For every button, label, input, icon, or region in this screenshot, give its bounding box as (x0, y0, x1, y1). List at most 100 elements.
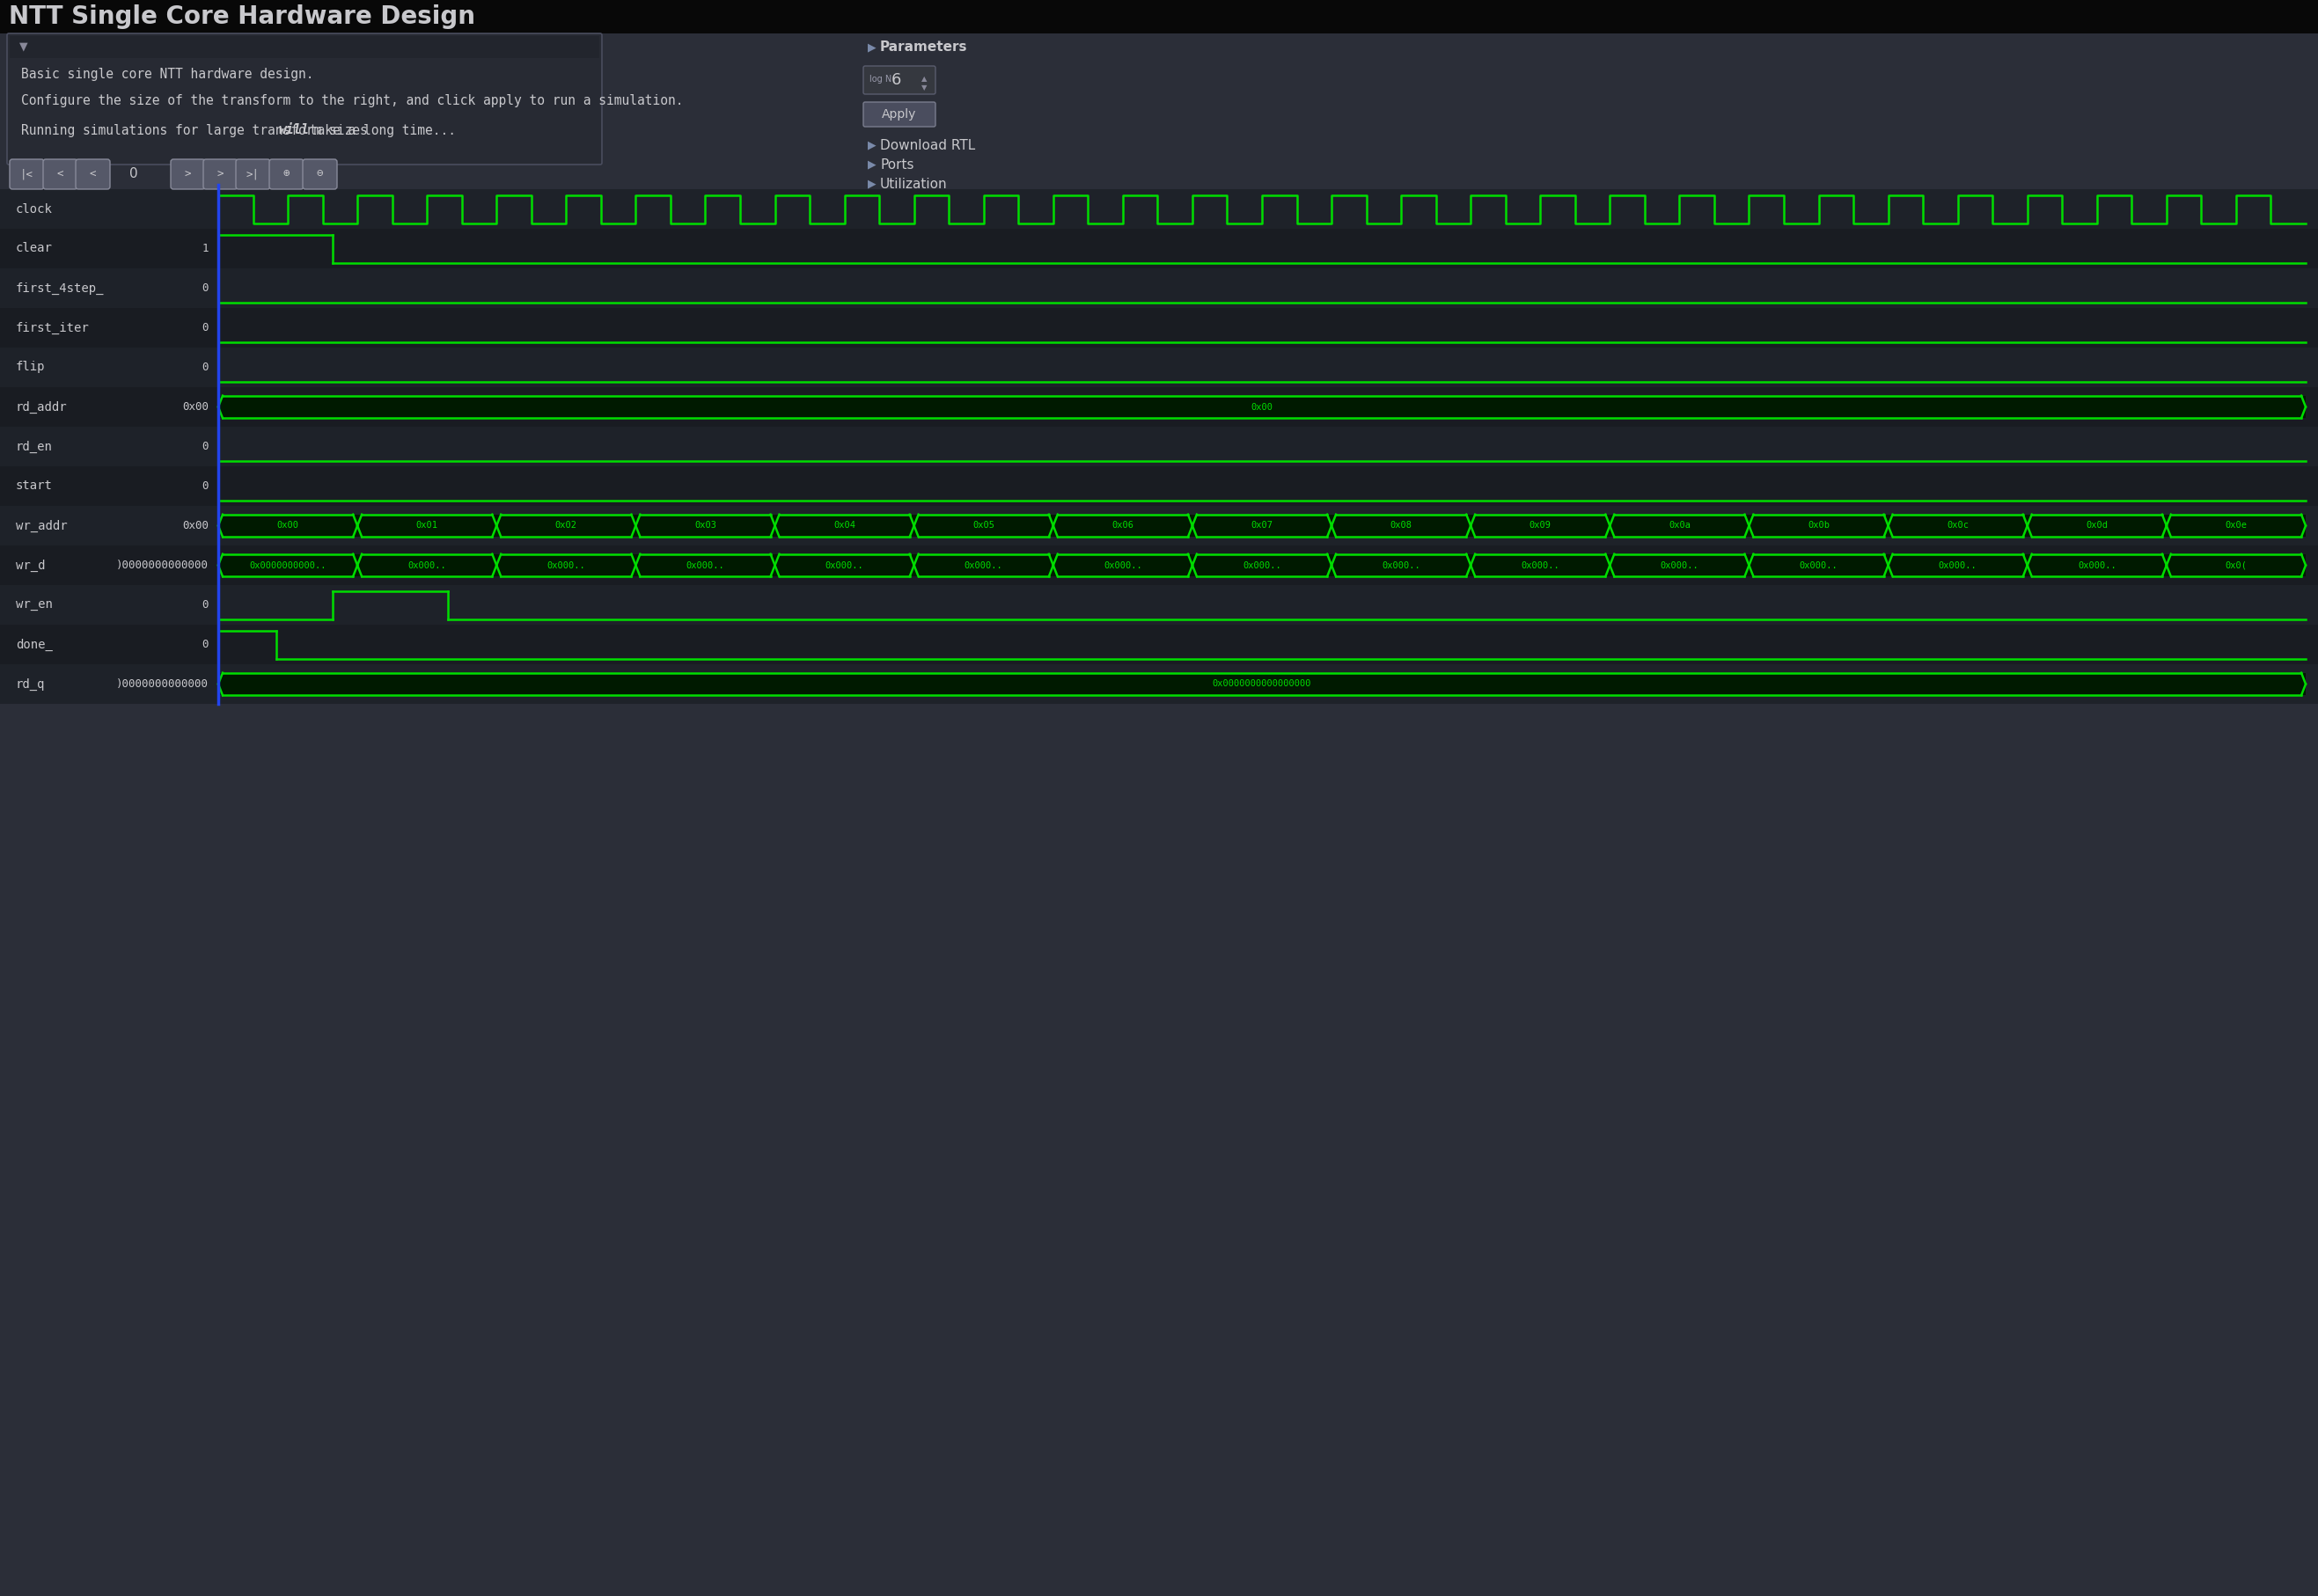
Bar (218, 396, 2306, 418)
Bar (0, 348, 2318, 388)
Text: rd_en: rd_en (16, 440, 53, 453)
FancyBboxPatch shape (172, 160, 204, 190)
Text: Running simulations for large transform sizes: Running simulations for large transform … (21, 123, 376, 137)
Text: take a long time...: take a long time... (301, 123, 457, 137)
Bar (1611, 554, 1750, 576)
Text: ▼: ▼ (19, 41, 28, 53)
Text: wr_addr: wr_addr (16, 519, 67, 531)
Bar (2028, 554, 2167, 576)
Bar (1052, 554, 1191, 576)
Bar (0, 546, 2318, 586)
Text: 0x05: 0x05 (974, 522, 994, 530)
Text: ⊕: ⊕ (283, 169, 290, 180)
Bar (635, 554, 774, 576)
Text: wr_en: wr_en (16, 598, 53, 611)
Text: 0x000..: 0x000.. (1242, 560, 1282, 570)
Bar (218, 554, 357, 576)
Text: 0x000..: 0x000.. (1660, 560, 1699, 570)
Text: 0x00: 0x00 (1252, 402, 1273, 412)
Bar (0, 228, 2318, 268)
Text: 0x000..: 0x000.. (1799, 560, 1838, 570)
Text: 0x0c: 0x0c (1947, 522, 1968, 530)
Text: 0x0e: 0x0e (2225, 522, 2246, 530)
Bar (1052, 514, 1191, 536)
Bar (0, 466, 2318, 506)
Text: start: start (16, 480, 53, 492)
Bar (0, 426, 2318, 466)
Text: 0x000..: 0x000.. (825, 560, 865, 570)
Text: flip: flip (16, 361, 46, 373)
Text: 0x02: 0x02 (554, 522, 577, 530)
Text: 0: 0 (202, 362, 209, 373)
Bar (0, 586, 2318, 624)
Text: <: < (58, 169, 63, 180)
Text: 0x0d: 0x0d (2086, 522, 2107, 530)
Text: Ports: Ports (881, 158, 913, 171)
Text: 0x000..: 0x000.. (686, 560, 726, 570)
Text: first_iter: first_iter (16, 321, 90, 334)
Bar (0, 308, 2318, 348)
Text: NTT Single Core Hardware Design: NTT Single Core Hardware Design (9, 5, 475, 29)
Text: will: will (278, 123, 308, 137)
Bar (635, 514, 774, 536)
Text: 0: 0 (130, 168, 139, 180)
Bar (2028, 514, 2167, 536)
Text: clear: clear (16, 243, 53, 255)
Text: rd_addr: rd_addr (16, 401, 67, 413)
Bar (357, 554, 496, 576)
Text: 1: 1 (202, 243, 209, 254)
FancyBboxPatch shape (862, 65, 936, 94)
Text: 0: 0 (202, 598, 209, 611)
Text: >|: >| (246, 169, 260, 180)
Text: done_: done_ (16, 638, 53, 651)
Bar (1191, 514, 1331, 536)
Text: ⊖: ⊖ (318, 169, 322, 180)
Text: 0x0000000000..: 0x0000000000.. (250, 560, 327, 570)
Text: >: > (218, 169, 225, 180)
FancyBboxPatch shape (269, 160, 304, 190)
Text: 0x09: 0x09 (1530, 522, 1551, 530)
Bar (913, 514, 1052, 536)
Bar (0, 664, 2318, 704)
Text: |<: |< (21, 169, 32, 180)
Bar (1470, 554, 1611, 576)
Text: 0x01: 0x01 (415, 522, 438, 530)
FancyBboxPatch shape (9, 160, 44, 190)
Text: 0: 0 (202, 282, 209, 294)
FancyBboxPatch shape (236, 160, 271, 190)
Bar (0, 0, 2318, 34)
Bar (0, 624, 2318, 664)
Text: Configure the size of the transform to the right, and click apply to run a simul: Configure the size of the transform to t… (21, 94, 684, 109)
Text: 0x000..: 0x000.. (408, 560, 447, 570)
Bar (913, 554, 1052, 576)
FancyBboxPatch shape (204, 160, 239, 190)
Bar (1889, 554, 2028, 576)
Text: 0x06: 0x06 (1113, 522, 1134, 530)
Text: 0x07: 0x07 (1252, 522, 1273, 530)
Text: first_4step_: first_4step_ (16, 282, 104, 294)
Text: 0x0000000000000000: 0x0000000000000000 (1212, 680, 1312, 688)
Text: Basic single core NTT hardware design.: Basic single core NTT hardware design. (21, 69, 313, 81)
Text: rd_q: rd_q (16, 678, 46, 691)
Text: 0: 0 (202, 480, 209, 492)
Bar (218, 514, 357, 536)
Bar (0, 388, 2318, 426)
Bar (357, 514, 496, 536)
Bar (2167, 514, 2306, 536)
Text: )0000000000000: )0000000000000 (116, 678, 209, 689)
Text: 0x000..: 0x000.. (1938, 560, 1977, 570)
Text: 0: 0 (202, 322, 209, 334)
Bar (496, 554, 635, 576)
Bar (1331, 514, 1470, 536)
Text: Apply: Apply (883, 109, 916, 121)
Text: wr_d: wr_d (16, 559, 46, 571)
Bar (496, 514, 635, 536)
Bar (774, 514, 913, 536)
Bar (0, 190, 2318, 228)
Text: log N: log N (869, 75, 892, 83)
Bar (1470, 514, 1611, 536)
Bar (1750, 554, 1889, 576)
Bar (2167, 554, 2306, 576)
Text: 0x03: 0x03 (695, 522, 716, 530)
Text: 0x000..: 0x000.. (1103, 560, 1143, 570)
